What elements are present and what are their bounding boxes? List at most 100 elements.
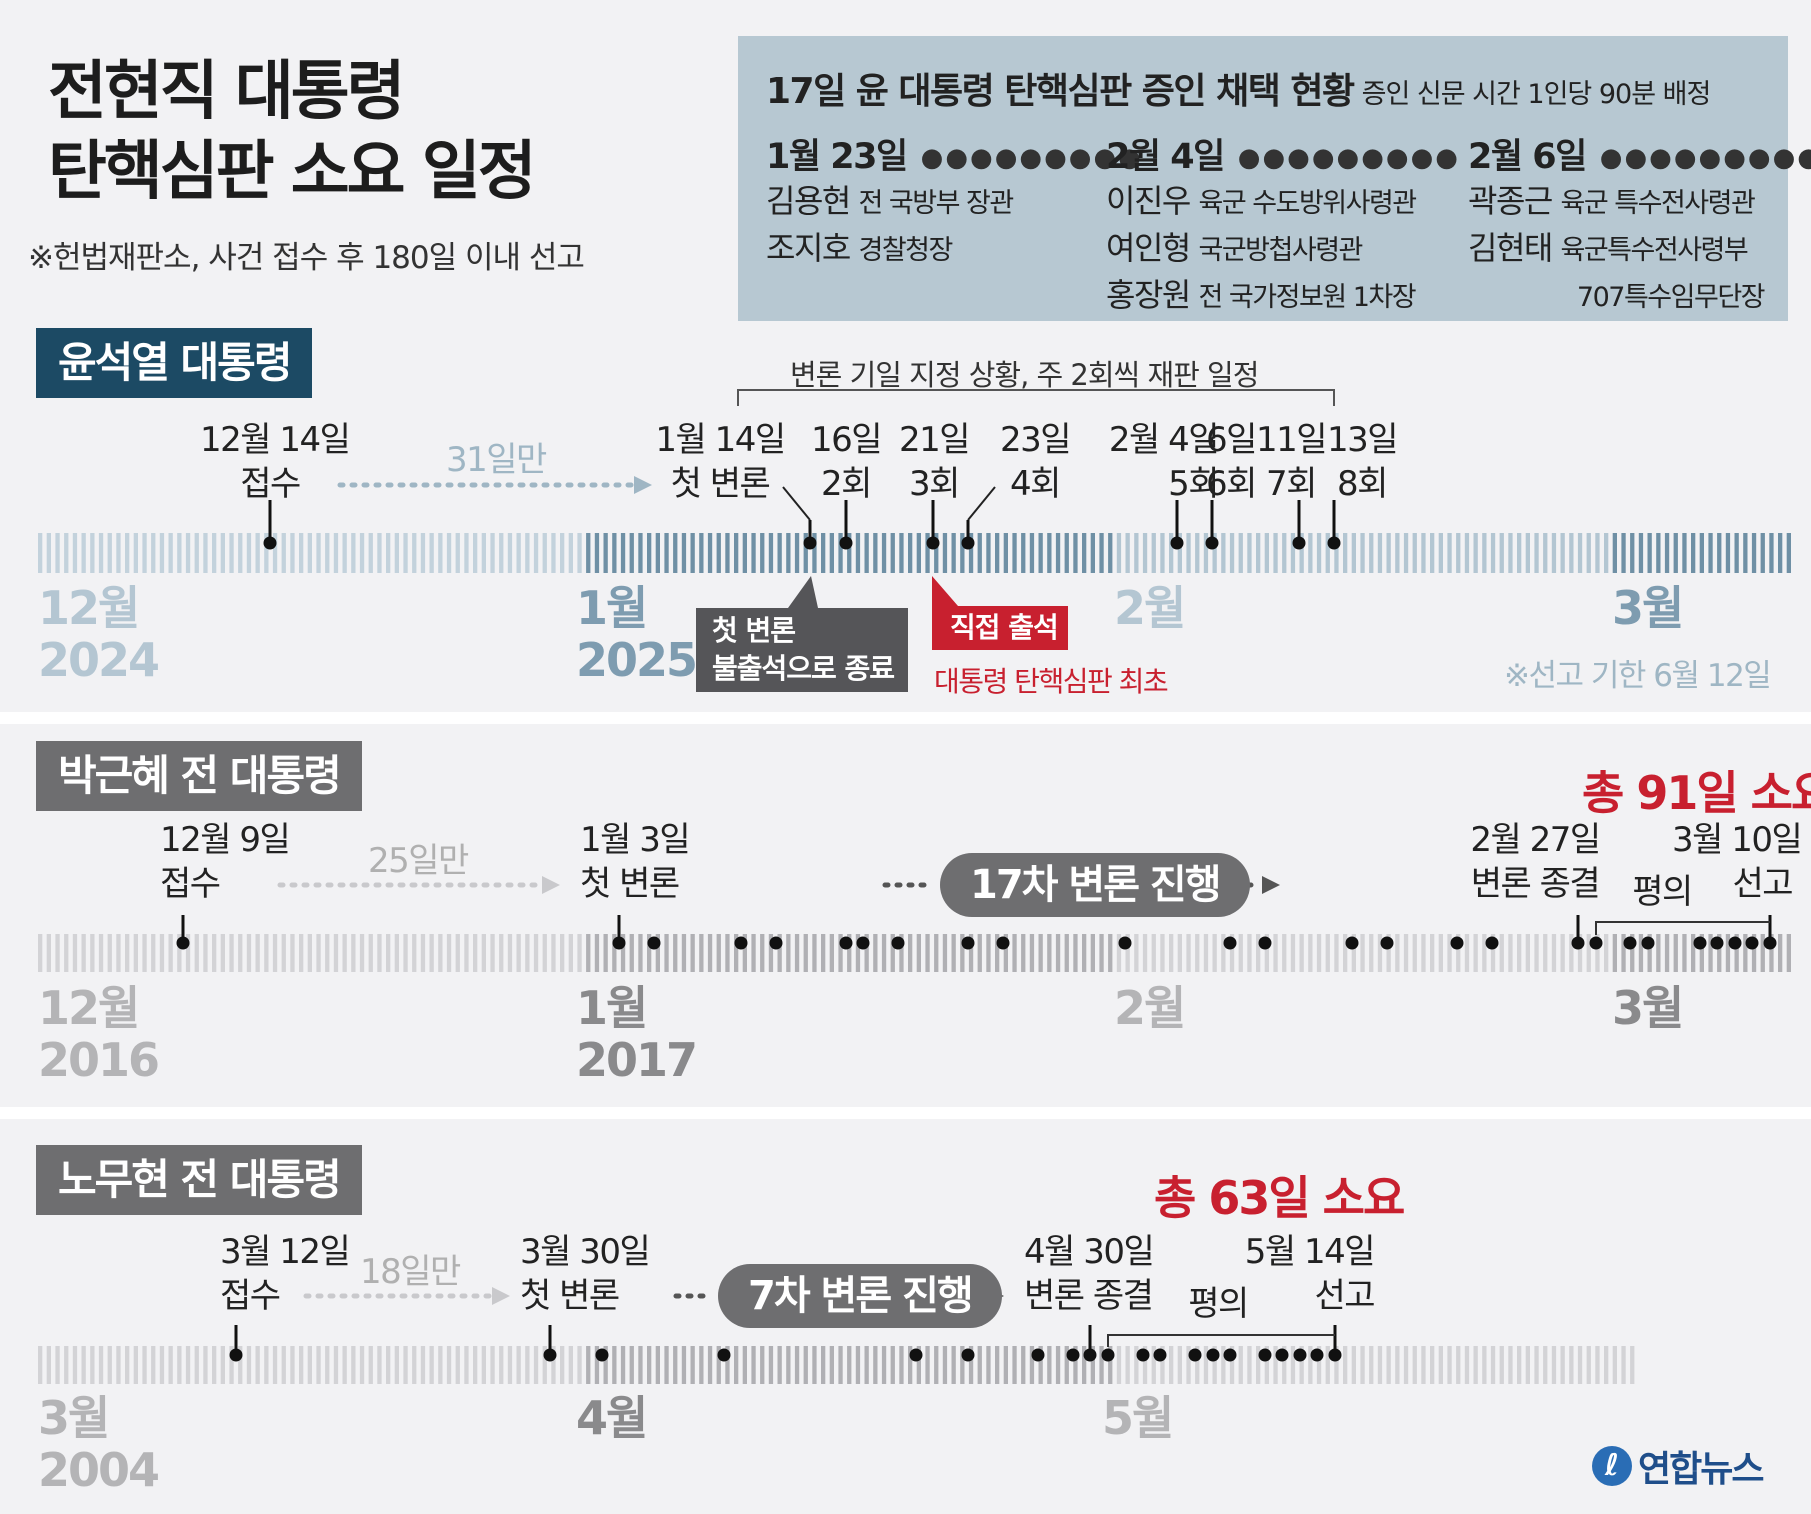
timeline-stripe <box>1029 533 1035 573</box>
timeline-stripe <box>1438 934 1443 972</box>
event-hearing: 2월 4일 5회 <box>1088 418 1220 506</box>
timeline-stripe <box>1221 533 1226 573</box>
timeline-stripe <box>90 934 95 972</box>
timeline-stripe <box>377 934 382 972</box>
timeline-stripe <box>316 934 321 972</box>
timeline-stripe <box>1290 533 1296 573</box>
timeline-stripe <box>72 533 78 573</box>
timeline-stripe <box>1708 934 1713 972</box>
section-divider <box>0 1107 1811 1119</box>
timeline-stripe <box>507 533 513 573</box>
event-hearing: 21일 3회 <box>894 418 974 506</box>
timeline-stripe <box>638 1346 643 1384</box>
timeline-stripe <box>942 934 948 972</box>
timeline-stripe <box>1490 934 1496 972</box>
timeline-stripe <box>995 934 1000 972</box>
hearings-count-pill: 17차 변론 진행 <box>940 853 1250 917</box>
timeline-stripe <box>960 934 965 972</box>
timeline-stripe <box>1125 934 1130 972</box>
timeline-stripe <box>1186 1346 1191 1384</box>
hearing-dot <box>717 1348 731 1362</box>
timeline-stripe <box>777 533 782 573</box>
timeline-stripe <box>133 934 138 972</box>
timeline-stripe <box>1256 533 1261 573</box>
timeline-stripe <box>951 533 956 573</box>
timeline-stripe <box>1499 934 1504 972</box>
timeline-stripe <box>1778 533 1783 573</box>
timeline-stripe <box>1064 934 1069 972</box>
timeline-stripe <box>142 934 147 972</box>
gap-label: 31일만 <box>446 440 547 480</box>
timeline-stripe <box>786 934 791 972</box>
hearing-dot <box>1188 1348 1202 1362</box>
timeline-stripe <box>159 934 165 972</box>
timeline-stripe <box>220 1346 225 1384</box>
timeline-stripe <box>1134 1346 1139 1384</box>
hearing-dot <box>1763 936 1777 950</box>
year: 2024 <box>38 633 160 687</box>
timeline-stripe <box>1282 533 1287 573</box>
timeline-stripe <box>968 934 974 972</box>
month-label: 3월 <box>1612 581 1684 635</box>
timeline-stripe <box>1673 934 1678 972</box>
timeline-stripe <box>272 1346 278 1384</box>
timeline-stripe <box>1290 934 1296 972</box>
hearing-dot <box>1136 1348 1150 1362</box>
timeline-stripe <box>1238 533 1243 573</box>
event-date: 13일 <box>1326 420 1399 460</box>
timeline-stripe <box>551 934 556 972</box>
witness-name: 김용현 <box>766 182 851 220</box>
timeline-stripe <box>977 1346 982 1384</box>
timeline-stripe <box>1577 533 1583 573</box>
timeline-stripe <box>159 533 165 573</box>
hearing-dot <box>996 936 1010 950</box>
timeline-stripe <box>1160 533 1165 573</box>
timeline-stripe <box>168 1346 173 1384</box>
timeline-stripe <box>229 533 234 573</box>
timeline-stripe <box>1656 934 1661 972</box>
timeline-stripe <box>429 934 434 972</box>
timeline-stripe <box>881 934 887 972</box>
timeline-stripe <box>151 533 156 573</box>
timeline-stripe <box>647 533 652 573</box>
timeline-stripe <box>446 934 452 972</box>
timeline-stripe <box>159 1346 165 1384</box>
timeline-stripe <box>951 934 956 972</box>
timeline-stripe <box>899 1346 904 1384</box>
timeline-stripe <box>1647 934 1652 972</box>
timeline-stripe <box>368 1346 373 1384</box>
timeline-stripe <box>847 934 852 972</box>
timeline-stripe <box>612 533 617 573</box>
timeline-stripe <box>1560 934 1565 972</box>
timeline-stripe <box>1490 1346 1496 1384</box>
timeline-stripe <box>290 533 295 573</box>
timeline-stripe <box>1691 934 1696 972</box>
month: 1월 <box>576 981 648 1035</box>
timeline-stripe <box>1569 934 1574 972</box>
witness-date: 1월 23일 <box>766 137 908 177</box>
hearing-dot <box>1310 1348 1324 1362</box>
hearings-count-pill: 7차 변론 진행 <box>718 1264 1002 1328</box>
timeline-stripe <box>220 934 225 972</box>
hearing-dot <box>1258 936 1272 950</box>
timeline-stripe <box>1717 934 1722 972</box>
timeline-stripe <box>1055 533 1061 573</box>
timeline-stripe <box>38 1346 43 1384</box>
timeline-stripe <box>168 533 173 573</box>
timeline-stripe <box>1012 533 1017 573</box>
page-title: 전현직 대통령 탄핵심판 소요 일정 <box>48 52 537 212</box>
callout-attendance-note: 대통령 탄핵심판 최초 <box>934 665 1169 698</box>
timeline-stripe <box>638 533 643 573</box>
timeline-stripe <box>707 533 713 573</box>
timeline-stripe <box>1351 533 1356 573</box>
timeline-stripe <box>1073 533 1078 573</box>
timeline-stripe <box>55 533 60 573</box>
hearing-dot <box>1345 936 1359 950</box>
timeline-stripe <box>1116 533 1122 573</box>
timeline-stripe <box>246 1346 252 1384</box>
event-date: 4월 30일 <box>1024 1232 1155 1272</box>
timeline-stripe <box>1482 934 1487 972</box>
timeline-stripe <box>1447 934 1452 972</box>
timeline-stripe <box>238 934 243 972</box>
timeline-bar-park <box>38 934 1791 972</box>
